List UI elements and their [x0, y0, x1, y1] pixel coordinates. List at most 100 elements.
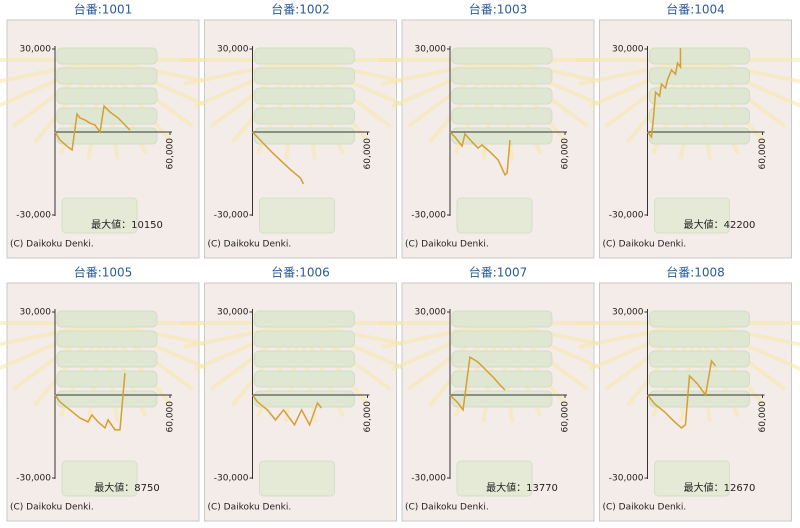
max-value-label: 最大値：42200: [684, 218, 756, 231]
deco-block: [254, 310, 355, 328]
deco-block: [649, 67, 750, 85]
deco-block: [649, 47, 750, 65]
y-tick-label: 30,000: [20, 308, 52, 318]
data-line: [54, 373, 126, 431]
panel-decoration: [575, 310, 800, 497]
x-tick-label: 60,000: [166, 401, 176, 433]
copyright: (C) Daikoku Denki.: [10, 503, 94, 513]
deco-block: [451, 390, 553, 408]
chart-title: 台番:1002: [271, 2, 330, 17]
x-tick-label: 60,000: [561, 401, 571, 433]
max-value-label: 最大値：8750: [94, 481, 159, 494]
deco-block: [649, 107, 750, 125]
deco-block: [56, 330, 158, 348]
deco-block: [56, 370, 158, 388]
y-tick-label: 30,000: [20, 45, 52, 55]
x-tick-label: 60,000: [166, 138, 176, 170]
x-tick-label: 60,000: [363, 401, 373, 433]
deco-block: [254, 127, 355, 145]
deco-block: [254, 350, 355, 368]
chart-title: 台番:1001: [74, 2, 133, 17]
y-tick-label: -30,000: [609, 211, 644, 221]
deco-block: [649, 127, 750, 145]
data-line: [251, 131, 305, 185]
copyright: (C) Daikoku Denki.: [208, 240, 292, 250]
panel-decoration: [180, 310, 421, 497]
deco-block: [649, 350, 750, 368]
deco-block: [649, 310, 750, 328]
deco-block: [451, 107, 553, 125]
deco-block: [649, 370, 750, 388]
x-tick-label: 60,000: [758, 138, 768, 170]
deco-block: [451, 87, 553, 105]
y-tick-label: -30,000: [16, 211, 51, 221]
max-value-label: 最大値：10150: [91, 218, 163, 231]
chart-title: 台番:1005: [74, 265, 133, 280]
panel-decoration: [378, 47, 618, 234]
deco-block: [649, 87, 750, 105]
copyright: (C) Daikoku Denki.: [603, 240, 687, 250]
y-tick-label: -30,000: [411, 211, 446, 221]
data-line: [449, 131, 511, 177]
deco-block: [254, 107, 355, 125]
deco-tray: [456, 197, 533, 234]
panel-decoration: [0, 47, 223, 234]
max-value-label: 最大値：12670: [684, 481, 756, 494]
deco-block: [56, 107, 158, 125]
chart-panel: 台番:1006 30,000 -30,000 60,000 (C) Daikoku De…: [180, 265, 421, 522]
deco-block: [56, 390, 158, 408]
y-tick-label: 30,000: [217, 45, 249, 55]
deco-tray: [456, 460, 533, 497]
copyright: (C) Daikoku Denki.: [603, 503, 687, 513]
chart-panel: 台番:1001 30,000 -30,000 60,000 最大値：10150 (C) D…: [0, 2, 223, 259]
max-value-label: 最大値：13770: [486, 481, 558, 494]
copyright: (C) Daikoku Denki.: [405, 240, 489, 250]
deco-tray: [259, 197, 335, 234]
chart-panel: 台番:1002 30,000 -30,000 60,000 (C) Daikoku De…: [180, 2, 421, 259]
deco-tray: [61, 197, 138, 234]
x-tick-label: 60,000: [363, 138, 373, 170]
data-line: [646, 48, 682, 139]
copyright: (C) Daikoku Denki.: [208, 503, 292, 513]
deco-block: [254, 390, 355, 408]
deco-block: [254, 87, 355, 105]
chart-title: 台番:1006: [271, 265, 330, 280]
chart-title: 台番:1003: [469, 2, 528, 17]
deco-block: [649, 330, 750, 348]
deco-block: [451, 67, 553, 85]
chart-panel: 台番:1008 30,000 -30,000 60,000 最大値：12670 (C) D…: [575, 265, 800, 522]
chart-title: 台番:1008: [666, 265, 725, 280]
chart-panel: 台番:1007 30,000 -30,000 60,000 最大値：13770 (C) D…: [378, 265, 618, 522]
chart-panel: 台番:1005 30,000 -30,000 60,000 最大値：8750(C) Da…: [0, 265, 223, 522]
deco-block: [254, 47, 355, 65]
deco-block: [56, 127, 158, 145]
chart-panel: 台番:1003 30,000 -30,000 60,000 (C) Daikoku De…: [378, 2, 618, 259]
deco-block: [56, 47, 158, 65]
x-tick-label: 60,000: [758, 401, 768, 433]
y-tick-label: 30,000: [415, 308, 447, 318]
deco-block: [451, 330, 553, 348]
y-tick-label: 30,000: [217, 308, 249, 318]
chart-panel: 台番:1004 30,000 -30,000 60,000 最大値：42200 (C) D…: [575, 2, 800, 259]
y-tick-label: 30,000: [612, 45, 644, 55]
deco-block: [451, 350, 553, 368]
deco-block: [451, 310, 553, 328]
deco-block: [56, 310, 158, 328]
chart-title: 台番:1004: [666, 2, 725, 17]
y-tick-label: -30,000: [214, 474, 249, 484]
panel-decoration: [180, 47, 421, 234]
panel-decoration: [378, 310, 618, 497]
deco-block: [254, 67, 355, 85]
y-tick-label: -30,000: [609, 474, 644, 484]
data-line: [54, 104, 131, 152]
deco-block: [56, 87, 158, 105]
chart-title: 台番:1007: [469, 265, 528, 280]
y-tick-label: -30,000: [411, 474, 446, 484]
deco-tray: [654, 197, 730, 234]
y-tick-label: 30,000: [415, 45, 447, 55]
copyright: (C) Daikoku Denki.: [10, 240, 94, 250]
deco-block: [56, 350, 158, 368]
deco-block: [254, 330, 355, 348]
deco-block: [56, 67, 158, 85]
